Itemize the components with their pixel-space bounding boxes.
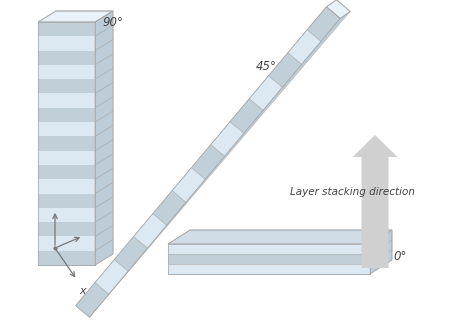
Polygon shape [326,0,350,18]
Polygon shape [38,151,95,165]
Text: 90°: 90° [102,16,123,29]
Polygon shape [38,208,95,222]
Polygon shape [38,94,95,108]
Polygon shape [38,22,95,36]
Polygon shape [38,136,95,151]
Polygon shape [38,79,95,94]
Polygon shape [38,122,95,136]
Polygon shape [168,264,370,274]
Polygon shape [38,51,95,65]
Polygon shape [114,237,147,271]
Polygon shape [168,244,370,274]
Polygon shape [288,30,321,64]
Text: y: y [87,234,94,244]
Polygon shape [134,214,167,248]
Polygon shape [95,259,128,294]
Polygon shape [38,236,95,251]
Polygon shape [90,11,350,317]
Polygon shape [168,244,370,254]
Polygon shape [76,7,340,317]
Text: 0°: 0° [393,250,406,263]
Polygon shape [249,76,283,110]
Polygon shape [268,53,302,87]
Polygon shape [38,194,95,208]
Text: Layer stacking direction: Layer stacking direction [289,187,415,197]
Polygon shape [38,165,95,179]
Polygon shape [192,145,224,179]
Text: x: x [79,286,86,296]
Polygon shape [38,251,95,265]
Polygon shape [76,283,109,317]
Polygon shape [211,122,244,156]
Polygon shape [230,99,263,133]
Text: 45°: 45° [256,60,277,73]
Polygon shape [38,11,113,22]
Polygon shape [168,254,370,264]
Polygon shape [38,179,95,194]
Polygon shape [307,7,340,41]
Text: z: z [46,194,52,204]
Polygon shape [168,230,392,244]
Polygon shape [38,222,95,236]
Polygon shape [38,108,95,122]
Polygon shape [153,191,186,225]
Polygon shape [370,230,392,274]
Polygon shape [95,11,113,265]
Polygon shape [38,65,95,79]
Polygon shape [172,168,205,202]
Polygon shape [38,36,95,51]
Polygon shape [38,22,95,265]
FancyArrow shape [353,135,398,268]
